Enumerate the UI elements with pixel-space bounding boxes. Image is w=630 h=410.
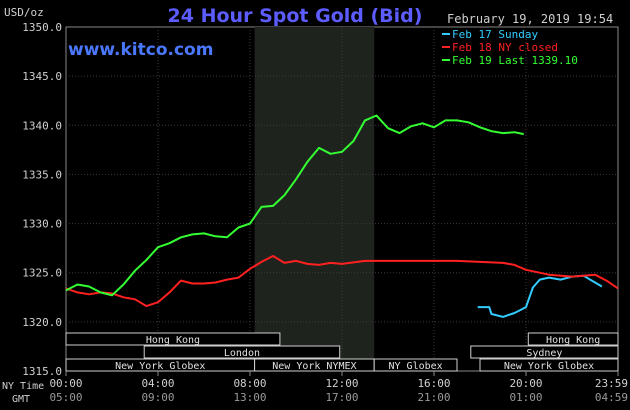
market-sessions: Hong Kong Hong Kong London Sydney New York G… (65, 332, 619, 372)
session-label: New York Globex (115, 361, 205, 372)
ny-time-tick: 16:00 (417, 377, 450, 390)
legend-label-feb17: Feb 17 Sunday (452, 28, 538, 41)
session-bar (65, 332, 281, 346)
y-tick-label: 1345.0 (22, 70, 62, 83)
legend-label-feb19: Feb 19 Last 1339.10 (452, 54, 578, 67)
ny-time-tick: 08:00 (233, 377, 266, 390)
chart-title: 24 Hour Spot Gold (Bid) (168, 5, 423, 27)
session-label: NY Globex (389, 361, 443, 372)
grid (66, 27, 618, 371)
y-tick-label: 1335.0 (22, 168, 62, 181)
gmt-tick: 09:00 (141, 391, 174, 404)
session-bar (479, 358, 619, 372)
ny-time-tick: 00:00 (49, 377, 82, 390)
session-bar (373, 358, 458, 372)
gmt-tick: 13:00 (233, 391, 266, 404)
session-label: New York Globex (504, 361, 594, 372)
legend: Feb 17 Sunday Feb 18 NY closed Feb 19 La… (442, 28, 578, 67)
kitco-watermark: www.kitco.com (68, 40, 213, 60)
y-tick-label: 1330.0 (22, 218, 62, 231)
gmt-tick: 17:00 (325, 391, 358, 404)
gmt-tick: 01:00 (509, 391, 542, 404)
y-tick-label: 1350.0 (22, 21, 62, 34)
session-label: London (224, 348, 260, 359)
y-axis: 1315.0 1320.0 1325.0 1330.0 1335.0 1340.0 1345… (22, 21, 62, 378)
y-tick-label: 1340.0 (22, 119, 62, 132)
y-tick-label: 1320.0 (22, 316, 62, 329)
session-label: Hong Kong (546, 335, 600, 346)
ny-time-tick: 20:00 (509, 377, 542, 390)
session-bar (527, 332, 619, 346)
ny-time-label: NY Time (2, 381, 44, 392)
gmt-tick: 04:59 (595, 391, 628, 404)
session-label: New York NYMEX (272, 361, 356, 372)
unit-label: USD/oz (4, 6, 44, 19)
session-bar (143, 345, 341, 359)
gmt-label: GMT (12, 394, 30, 405)
y-tick-label: 1325.0 (22, 267, 62, 280)
nymex-shaded-region (254, 27, 375, 371)
session-label: Sydney (526, 348, 562, 359)
series-layer (65, 114, 619, 318)
series-line (65, 114, 524, 297)
gmt-tick: 05:00 (49, 391, 82, 404)
legend-label-feb18: Feb 18 NY closed (452, 41, 558, 54)
session-bar (470, 345, 619, 359)
ny-time-tick: 23:59 (595, 377, 628, 390)
timestamp: February 19, 2019 19:54 (447, 12, 613, 26)
ny-time-tick: 04:00 (141, 377, 174, 390)
gmt-tick: 21:00 (417, 391, 450, 404)
session-label: Hong Kong (146, 335, 200, 346)
series-line (65, 255, 619, 308)
ny-time-tick: 12:00 (325, 377, 358, 390)
y-tick-label: 1315.0 (22, 365, 62, 378)
